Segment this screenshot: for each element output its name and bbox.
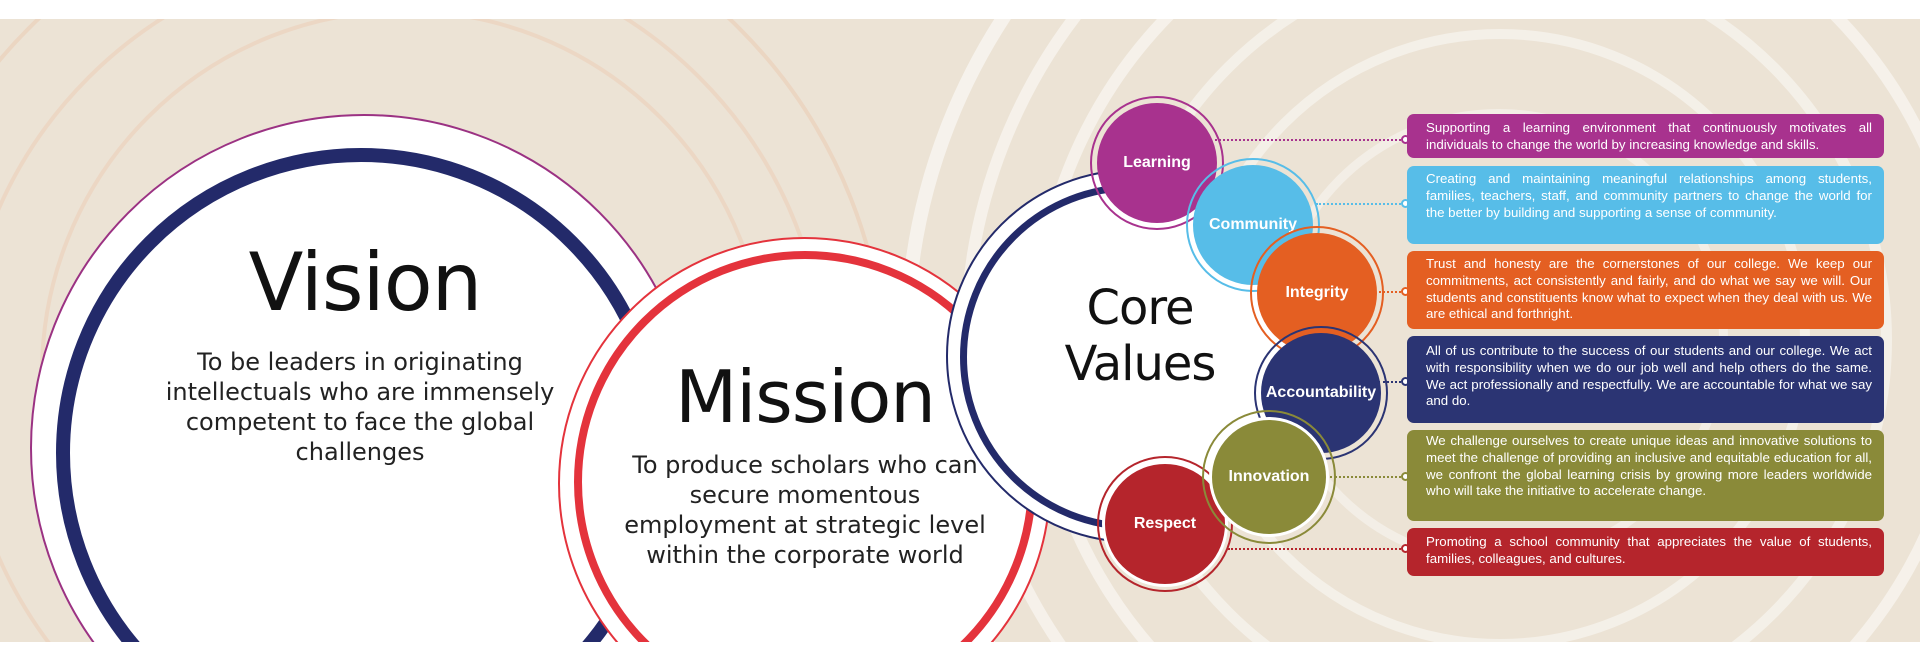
connector-community <box>1316 203 1405 205</box>
core-values-title-line1: Core <box>1086 280 1194 336</box>
value-circle-innovation: Innovation <box>1209 417 1329 537</box>
mission-outer-ring <box>558 237 1051 642</box>
mission-text: To produce scholars who can secure momen… <box>624 451 986 569</box>
learning-ring <box>1090 96 1224 230</box>
value-description-innovation: We challenge ourselves to create unique … <box>1407 430 1884 521</box>
value-circle-integrity: Integrity <box>1257 233 1377 353</box>
core-values-title: Core Values <box>1040 280 1240 392</box>
value-description-community: Creating and maintaining meaningful rela… <box>1407 166 1884 244</box>
vision-title: Vision <box>248 236 483 329</box>
value-description-respect: Promoting a school community that apprec… <box>1407 528 1884 576</box>
connector-respect <box>1228 548 1405 550</box>
connector-accountability <box>1378 381 1405 383</box>
mission-inner-ring <box>574 251 1036 642</box>
vision-text: To be leaders in originating intellectua… <box>165 348 555 466</box>
connector-learning <box>1210 139 1405 141</box>
value-description-integrity: Trust and honesty are the cornerstones o… <box>1407 251 1884 329</box>
mission-title: Mission <box>675 355 936 439</box>
connector-integrity <box>1374 291 1405 293</box>
core-values-title-line2: Values <box>1064 336 1217 392</box>
value-description-learning: Supporting a learning environment that c… <box>1407 114 1884 158</box>
value-description-accountability: All of us contribute to the success of o… <box>1407 336 1884 423</box>
connector-innovation <box>1330 476 1405 478</box>
innovation-ring <box>1202 410 1336 544</box>
